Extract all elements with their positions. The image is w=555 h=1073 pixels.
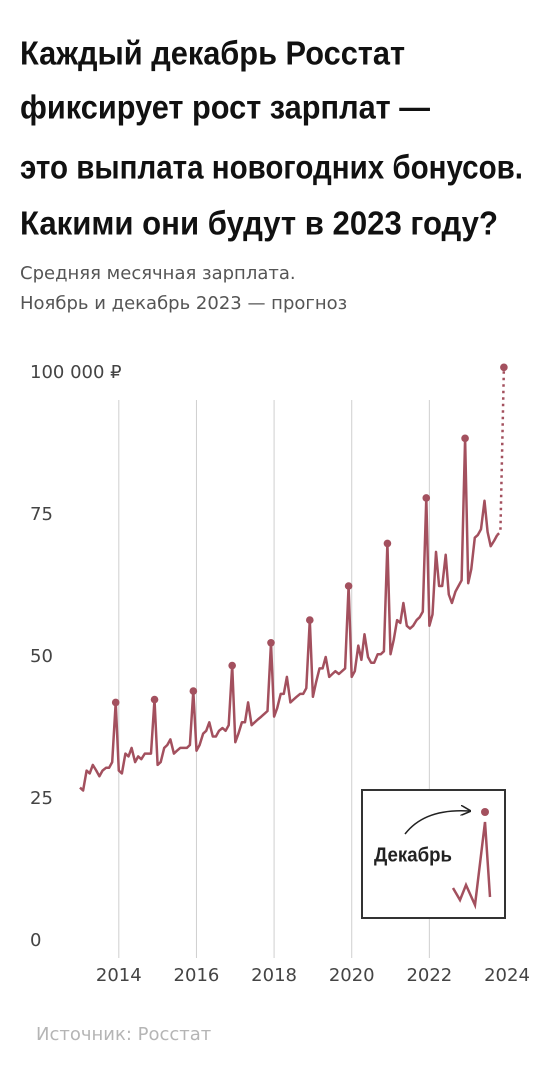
y-tick-label: 75	[30, 504, 53, 525]
y-tick-label: 0	[30, 930, 41, 951]
subtitle-line: Средняя месячная зарплата.	[20, 263, 296, 284]
december-dot	[422, 494, 431, 502]
legend-line	[451, 821, 492, 910]
x-tick-label: 2022	[406, 965, 452, 986]
december-dot	[500, 363, 508, 372]
december-dot	[461, 434, 469, 443]
december-dot	[267, 639, 275, 647]
x-tick-label: 2018	[251, 965, 297, 986]
forecast-line	[496, 367, 506, 536]
source: Источник: Росстат	[36, 1024, 211, 1045]
y-tick-label: 100 000 ₽	[30, 362, 122, 383]
title-line: это выплата новогодних бонусов.	[20, 149, 523, 186]
title-line: Какими они будут в 2023 году?	[20, 205, 498, 242]
title-line: фиксирует рост зарплат —	[20, 89, 430, 126]
december-dot	[189, 687, 198, 695]
december-dot	[344, 582, 353, 590]
legend-arrow	[404, 811, 470, 835]
title-line: Каждый декабрь Росстат	[20, 35, 405, 72]
legend-dot	[481, 808, 489, 816]
december-dot	[111, 698, 120, 707]
x-tick-label: 2016	[174, 965, 220, 986]
december-dot	[150, 695, 159, 704]
december-dot	[228, 661, 236, 670]
december-dot	[306, 616, 314, 624]
subtitle-line: Ноябрь и декабрь 2023 — прогноз	[20, 293, 347, 314]
y-tick-label: 50	[30, 646, 53, 667]
x-tick-label: 2024	[484, 965, 530, 986]
december-dot	[383, 539, 392, 548]
x-tick-label: 2014	[96, 965, 142, 986]
y-tick-label: 25	[30, 788, 53, 809]
x-tick-label: 2020	[329, 965, 375, 986]
legend-label: Декабрь	[374, 844, 452, 866]
series-line	[79, 437, 499, 792]
legend: Декабрь	[361, 789, 506, 919]
